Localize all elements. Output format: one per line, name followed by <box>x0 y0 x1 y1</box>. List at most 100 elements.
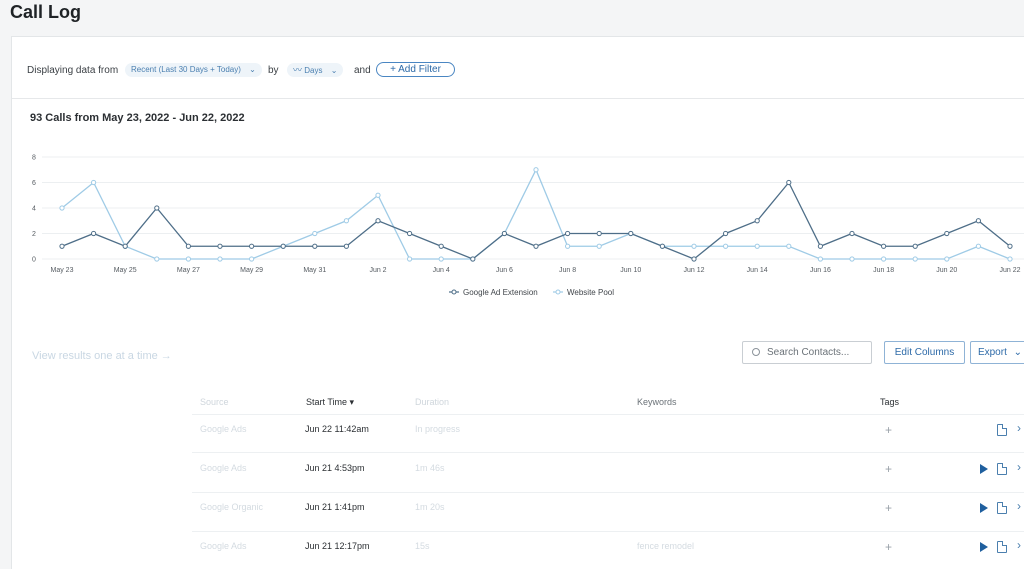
data-point <box>375 218 381 224</box>
data-point <box>849 230 855 237</box>
header-divider <box>192 414 1024 415</box>
x-tick-label: Jun 22 <box>999 267 1020 274</box>
column-header-start-time[interactable]: Start Time ▾ <box>306 397 355 407</box>
data-point <box>312 230 318 237</box>
data-point <box>691 243 697 249</box>
legend-label: Website Pool <box>567 288 614 297</box>
chevron-right-icon[interactable]: › <box>1017 460 1021 474</box>
chevron-down-icon: ⌄ <box>330 66 338 75</box>
x-tick-label: Jun 20 <box>936 267 957 274</box>
export-label: Export <box>977 347 1007 358</box>
export-button[interactable]: Export ⌄ <box>970 341 1024 364</box>
row-duration: 1m 20s <box>415 502 445 512</box>
date-range-dropdown[interactable]: Recent (Last 30 Days + Today) ⌄ <box>125 63 262 77</box>
data-point <box>501 230 507 237</box>
data-point <box>438 256 444 262</box>
play-icon[interactable] <box>980 503 988 513</box>
data-point <box>59 205 65 211</box>
x-tick-label: Jun 14 <box>747 267 768 274</box>
data-point <box>691 256 697 262</box>
data-point <box>1007 256 1013 262</box>
column-header-keywords[interactable]: Keywords <box>637 397 677 407</box>
data-point <box>249 256 255 262</box>
transcript-icon[interactable] <box>997 424 1007 436</box>
x-tick-label: May 25 <box>114 267 137 274</box>
column-header-source[interactable]: Source <box>200 397 229 407</box>
row-source: Google Ads <box>200 424 247 434</box>
chart-legend[interactable]: Google Ad Extension Website Pool <box>449 288 614 297</box>
data-point <box>881 243 887 249</box>
y-tick-label: 8 <box>32 155 36 162</box>
data-point <box>912 256 918 262</box>
data-point <box>343 218 349 224</box>
x-tick-label: May 31 <box>303 267 326 274</box>
add-tag-button[interactable]: + <box>885 462 893 476</box>
data-point <box>154 205 160 211</box>
x-tick-label: Jun 6 <box>496 267 513 274</box>
view-results-link[interactable]: View results one at a time → <box>32 350 172 362</box>
x-tick-label: Jun 18 <box>873 267 894 274</box>
data-point <box>185 243 191 249</box>
data-point <box>154 256 160 262</box>
row-divider <box>192 452 1024 453</box>
x-tick-label: Jun 4 <box>433 267 450 274</box>
y-tick-label: 0 <box>32 257 36 264</box>
data-point <box>849 256 855 262</box>
add-filter-button[interactable]: + Add Filter <box>376 62 455 77</box>
filter-prefix: Displaying data from <box>27 65 119 76</box>
row-divider <box>192 531 1024 532</box>
page-title: Call Log <box>10 2 81 22</box>
data-point <box>754 218 760 224</box>
data-point <box>565 230 571 237</box>
data-point <box>1007 243 1013 249</box>
row-source: Google Organic <box>200 502 264 512</box>
chevron-right-icon[interactable]: › <box>1017 499 1021 513</box>
y-tick-label: 4 <box>32 206 36 213</box>
data-point <box>723 243 729 249</box>
chart-axis: 0 2 4 6 8 May 23 May 25 May 27 May 29 May 31 Jun 2… <box>32 155 1021 275</box>
data-point <box>217 256 223 262</box>
filter-and-label: and <box>354 65 371 76</box>
chevron-down-icon: ⌄ <box>1013 347 1023 358</box>
data-point <box>817 256 824 262</box>
x-tick-label: Jun 8 <box>559 267 576 274</box>
chevron-right-icon[interactable]: › <box>1017 421 1021 435</box>
row-start-time: Jun 21 12:17pm <box>305 541 370 551</box>
chevron-right-icon[interactable]: › <box>1017 538 1021 552</box>
search-icon <box>752 348 760 356</box>
column-header-duration[interactable]: Duration <box>415 397 450 407</box>
filter-by-label: by <box>268 65 279 76</box>
search-contacts-input[interactable]: Search Contacts... <box>742 341 872 364</box>
data-point <box>975 243 982 249</box>
data-point <box>817 243 824 249</box>
row-duration: 1m 46s <box>415 463 445 473</box>
date-range-value: Recent (Last 30 Days + Today) <box>131 65 241 74</box>
data-point <box>312 243 318 249</box>
data-point <box>912 243 918 249</box>
row-source: Google Ads <box>200 541 247 551</box>
play-icon[interactable] <box>980 464 988 474</box>
data-point <box>217 243 223 249</box>
interval-dropdown[interactable]: 〰 Days ⌄ <box>287 63 344 77</box>
row-start-time: Jun 22 11:42am <box>305 424 369 434</box>
play-icon[interactable] <box>980 542 988 552</box>
transcript-icon[interactable] <box>997 502 1007 514</box>
edit-columns-button[interactable]: Edit Columns <box>884 341 965 364</box>
add-tag-button[interactable]: + <box>885 540 893 554</box>
calls-line-chart: 0 2 4 6 8 May 23 May 25 May 27 May 29 May 31 Jun 2… <box>32 155 1024 297</box>
interval-value: Days <box>304 66 323 75</box>
data-point <box>533 243 539 249</box>
data-point <box>533 167 539 173</box>
transcript-icon[interactable] <box>997 541 1007 553</box>
add-tag-button[interactable]: + <box>885 423 893 437</box>
data-point <box>754 243 760 249</box>
data-point <box>91 230 97 237</box>
data-point <box>470 256 476 262</box>
row-start-time: Jun 21 4:53pm <box>305 463 365 473</box>
column-header-tags[interactable]: Tags <box>880 397 900 407</box>
filter-bar: Displaying data from Recent (Last 30 Day… <box>12 37 1024 99</box>
add-tag-button[interactable]: + <box>885 501 893 515</box>
search-placeholder: Search Contacts... <box>767 347 850 358</box>
data-point <box>565 243 571 249</box>
transcript-icon[interactable] <box>997 463 1007 475</box>
